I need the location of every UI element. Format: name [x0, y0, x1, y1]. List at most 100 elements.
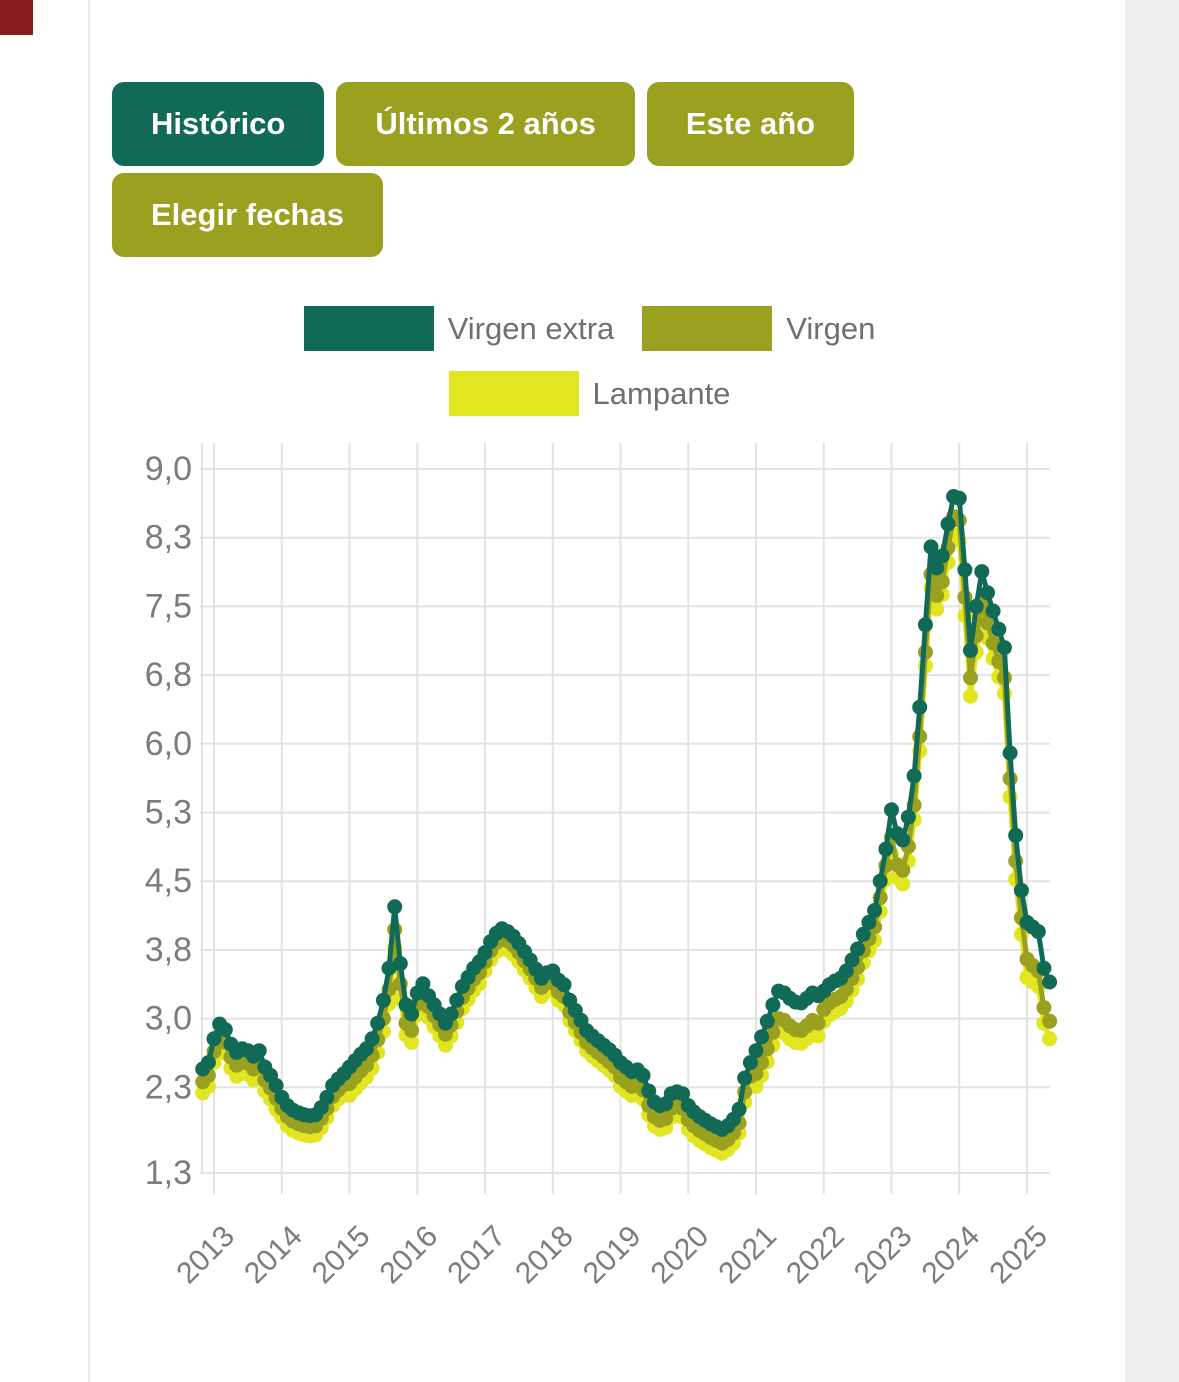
data-point[interactable] [963, 642, 978, 658]
data-point[interactable] [996, 640, 1012, 656]
data-point[interactable] [268, 1078, 284, 1093]
data-point[interactable] [1036, 960, 1052, 976]
legend-item-virgen[interactable]: Virgen [642, 306, 875, 351]
legend-swatch-lampante [448, 371, 579, 416]
data-point[interactable] [895, 832, 911, 848]
data-point[interactable] [917, 617, 933, 633]
data-point[interactable] [855, 926, 871, 942]
data-point[interactable] [1030, 924, 1046, 940]
filter-button-historico[interactable]: Histórico [112, 82, 325, 166]
data-point[interactable] [980, 615, 995, 631]
data-point[interactable] [872, 873, 888, 889]
data-point[interactable] [404, 1006, 420, 1022]
data-point[interactable] [810, 1015, 826, 1031]
data-point[interactable] [861, 914, 877, 930]
data-point[interactable] [838, 963, 854, 979]
price-history-chart[interactable]: 9,0 8,3 7,5 6,8 6,0 5,3 4,5 3,8 3,0 2,3 1,3 2013 201… [0, 430, 1179, 1320]
data-point[interactable] [968, 598, 984, 614]
data-point[interactable] [200, 1055, 216, 1071]
data-point[interactable] [404, 1034, 420, 1050]
data-point[interactable] [364, 1031, 380, 1047]
data-point[interactable] [951, 490, 967, 506]
y-axis-tick-label: 8,3 [145, 519, 192, 557]
legend-swatch-virgen-extra [303, 306, 434, 351]
filter-button-este-ano[interactable]: Este año [646, 82, 855, 166]
x-axis-tick-label: 2021 [712, 1220, 783, 1291]
data-point[interactable] [929, 601, 945, 617]
data-point[interactable] [980, 585, 995, 601]
x-axis-tick-label: 2024 [916, 1220, 987, 1291]
legend-item-lampante[interactable]: Lampante [448, 371, 730, 416]
data-point[interactable] [675, 1086, 691, 1102]
data-point[interactable] [375, 992, 391, 1008]
data-point[interactable] [810, 1028, 826, 1044]
data-point[interactable] [206, 1031, 222, 1047]
x-axis-tick-label: 2016 [374, 1220, 445, 1291]
data-point[interactable] [742, 1055, 758, 1071]
data-point[interactable] [1042, 1013, 1058, 1029]
data-point[interactable] [443, 1006, 459, 1022]
filter-button-ultimos-2-anos[interactable]: Últimos 2 años [336, 82, 635, 166]
data-point[interactable] [957, 562, 973, 578]
data-point[interactable] [370, 1015, 386, 1031]
data-point[interactable] [754, 1055, 770, 1071]
data-point[interactable] [850, 941, 866, 957]
data-point[interactable] [392, 956, 408, 972]
data-point[interactable] [1002, 745, 1018, 761]
data-point[interactable] [381, 960, 397, 976]
data-point[interactable] [737, 1070, 753, 1086]
y-axis-tick-label: 6,0 [145, 725, 192, 763]
data-point[interactable] [991, 621, 1007, 637]
y-axis-tick-label: 7,5 [145, 587, 192, 625]
data-point[interactable] [759, 1041, 775, 1057]
data-point[interactable] [635, 1067, 651, 1083]
data-point[interactable] [963, 670, 978, 686]
y-axis-tick-label: 6,8 [145, 656, 192, 694]
data-point[interactable] [754, 1029, 770, 1045]
data-point[interactable] [1008, 827, 1024, 843]
data-point[interactable] [867, 903, 883, 918]
data-point[interactable] [929, 560, 945, 576]
data-point[interactable] [449, 992, 465, 1008]
x-axis-tick-label: 2015 [306, 1220, 377, 1291]
data-point[interactable] [251, 1043, 267, 1059]
data-point[interactable] [929, 587, 945, 603]
data-point[interactable] [1036, 1000, 1052, 1016]
data-point[interactable] [759, 1013, 775, 1029]
data-point[interactable] [878, 841, 894, 857]
data-point[interactable] [985, 603, 1001, 619]
data-point[interactable] [319, 1089, 335, 1105]
chart-legend: Virgen extra Virgen Lampante [0, 306, 1179, 416]
data-point[interactable] [895, 862, 911, 878]
data-point[interactable] [963, 688, 978, 704]
data-point[interactable] [912, 699, 928, 715]
data-point[interactable] [415, 976, 431, 992]
data-point[interactable] [556, 977, 572, 993]
data-point[interactable] [641, 1083, 657, 1099]
data-point[interactable] [731, 1101, 747, 1117]
data-point[interactable] [906, 768, 922, 784]
data-point[interactable] [387, 899, 403, 915]
filter-button-elegir-fechas[interactable]: Elegir fechas [112, 173, 383, 257]
price-history-plot[interactable]: 9,08,37,56,86,05,34,53,83,02,31,32013201… [0, 430, 1179, 1320]
data-point[interactable] [974, 564, 990, 580]
y-axis-tick-label: 9,0 [145, 450, 192, 488]
data-point[interactable] [765, 997, 781, 1013]
data-point[interactable] [1042, 1031, 1058, 1047]
data-point[interactable] [404, 1023, 420, 1038]
data-point[interactable] [895, 876, 911, 892]
data-point[interactable] [1042, 974, 1058, 990]
data-point[interactable] [217, 1022, 233, 1038]
data-point[interactable] [985, 635, 1001, 651]
data-point[interactable] [923, 539, 939, 555]
data-point[interactable] [748, 1043, 764, 1059]
data-point[interactable] [900, 809, 916, 825]
y-axis-tick-label: 2,3 [145, 1068, 192, 1106]
data-point[interactable] [940, 516, 956, 532]
data-point[interactable] [934, 548, 950, 564]
legend-item-virgen-extra[interactable]: Virgen extra [303, 306, 614, 351]
data-point[interactable] [934, 574, 950, 590]
data-point[interactable] [884, 802, 899, 818]
data-point[interactable] [1013, 882, 1029, 898]
date-range-filter-group: Histórico Últimos 2 años Este año Elegir… [112, 82, 1012, 257]
